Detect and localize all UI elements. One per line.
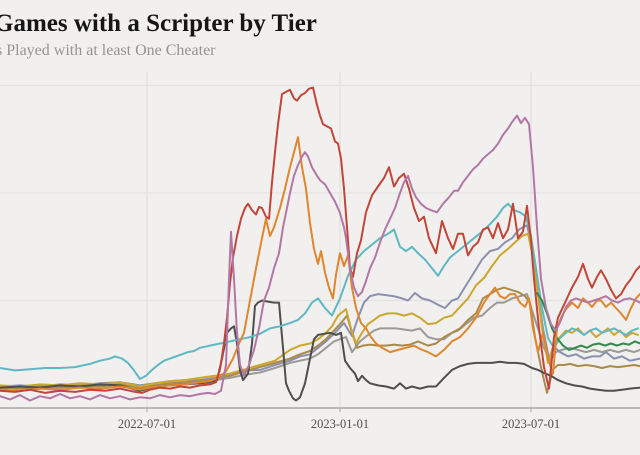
- series-line-green-tier-late-start: [536, 292, 640, 351]
- series-line-slate-blue-gray-tier: [0, 224, 640, 388]
- series-line-gold-tier: [0, 232, 639, 388]
- series-line-khaki-tan-tier: [0, 286, 640, 394]
- x-tick-label: 2023-01-01: [311, 417, 369, 431]
- series-line-mauve-tier: [0, 114, 640, 402]
- chart-subtitle: s Played with at least One Cheater: [0, 41, 216, 59]
- series-line-red-tier: [0, 86, 640, 394]
- chart-title: Games with a Scripter by Tier: [0, 10, 317, 37]
- chart-header: Games with a Scripter by Tier s Played w…: [0, 10, 317, 60]
- x-tick-label: 2023-07-01: [502, 417, 560, 431]
- x-tick-label: 2022-07-01: [118, 417, 176, 431]
